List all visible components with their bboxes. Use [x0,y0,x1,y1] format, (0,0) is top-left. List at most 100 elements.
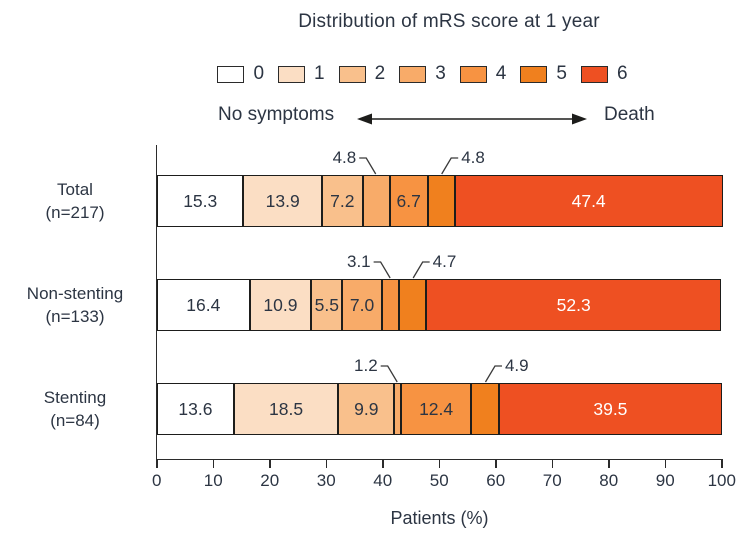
bar-segment-mrs-4 [381,279,400,331]
stacked-bar: 13.6 18.5 9.9 12.4 39.5 [157,383,722,435]
legend-swatch-mrs-0 [217,65,245,83]
segment-value-label: 7.0 [349,294,375,315]
segment-value-label: 52.3 [556,294,591,315]
callout-value-label: 4.8 [332,148,357,167]
x-tick [382,460,384,468]
stacked-bar: 16.4 10.9 5.5 7.0 52.3 [157,279,722,331]
legend-item: 4 [459,63,507,85]
legend-label: 1 [314,63,325,84]
x-tick-label: 0 [152,471,162,490]
x-tick [721,460,723,468]
legend-item: 6 [580,63,628,85]
callout-leader [359,157,377,175]
bar-segment-mrs-1 [243,175,322,227]
category-name: Stenting [43,388,107,407]
bar-segment-mrs-6 [425,279,722,331]
bar-segment-mrs-6 [454,175,723,227]
y-axis-line [155,145,157,459]
stacked-bar: 15.3 13.9 7.2 6.7 47.4 [157,175,723,227]
segment-value-label: 13.9 [265,190,300,211]
segment-value-label: 18.5 [269,398,304,419]
segment-value-label: 6.7 [396,190,421,211]
category-n: (n=133) [45,307,105,326]
segment-value-label: 7.2 [330,190,355,211]
x-tick [156,460,158,468]
double-arrow-icon [357,113,587,125]
category-n: (n=217) [45,203,105,222]
x-tick-label: 40 [373,471,393,490]
bar-segment-mrs-1 [249,279,312,331]
x-tick-label: 10 [203,471,223,490]
callout-leader [373,261,391,279]
x-tick-label: 90 [655,471,675,490]
legend-label: 6 [616,63,628,84]
legend-item: 0 [217,63,264,85]
chart-title: Distribution of mRS score at 1 year [298,11,600,32]
scale-right-label: Death [604,104,655,125]
segment-value-label: 12.4 [419,398,454,419]
legend-item: 3 [399,63,446,85]
category-name: Non-stenting [26,284,124,303]
legend-swatch-mrs-6 [580,65,608,83]
bar-segment-mrs-0 [157,383,234,435]
segment-value-label: 9.9 [354,398,379,419]
x-tick [551,460,554,468]
x-tick [212,460,215,468]
x-tick-label: 50 [429,471,449,490]
callout-value-label: 4.7 [432,252,457,271]
x-tick-label: 30 [316,471,336,490]
bar-segment-mrs-5 [427,175,455,227]
segment-value-label: 5.5 [314,294,339,315]
x-tick-label: 100 [707,471,736,490]
bar-segment-mrs-4 [389,175,428,227]
legend-swatch-mrs-3 [399,65,427,83]
category-name: Total [57,180,93,199]
callout-value-label: 4.9 [504,356,529,375]
legend-label: 2 [374,63,386,84]
legend-item: 1 [278,63,325,85]
segment-value-label: 16.4 [186,294,221,315]
bar-segment-mrs-3 [394,383,402,435]
callout-value-label: 3.1 [346,252,371,271]
legend-label: 5 [556,63,567,84]
bar-segment-mrs-6 [498,383,722,435]
bar-segment-mrs-3 [362,175,390,227]
legend-label: 4 [495,63,507,84]
callout-leader [380,365,398,383]
bar-segment-mrs-4 [401,383,472,435]
bar-segment-mrs-5 [399,279,426,331]
category-n: (n=84) [50,411,100,430]
legend-item: 2 [338,63,386,85]
legend-label: 0 [253,63,265,84]
legend-swatch-mrs-2 [338,65,366,83]
category-label: Non-stenting (n=133) [0,282,150,328]
callout-leader [441,157,459,175]
legend-swatch-mrs-1 [278,65,306,83]
bar-segment-mrs-5 [471,383,499,435]
category-label: Stenting (n=84) [0,386,150,432]
bar-segment-mrs-2 [311,279,343,331]
bar-segment-mrs-2 [321,175,363,227]
bar-segment-mrs-0 [157,279,250,331]
category-label: Total (n=217) [0,178,150,224]
legend-swatch-mrs-4 [459,65,487,83]
legend-label: 3 [435,63,446,84]
x-axis-title: Patients (%) [390,508,489,528]
segment-value-label: 15.3 [183,190,218,211]
x-tick [664,460,667,468]
callout-value-label: 4.8 [461,148,485,167]
x-tick [269,460,271,468]
legend-item: 5 [520,63,567,85]
x-tick [608,460,610,468]
legend: 0 1 2 3 4 5 6 [140,63,705,85]
legend-swatch-mrs-5 [520,65,548,83]
callout-leader [484,365,502,383]
x-tick-label: 20 [260,471,280,490]
bar-segment-mrs-2 [338,383,395,435]
x-tick [325,460,328,468]
callout-leader [412,261,430,279]
segment-value-label: 39.5 [593,398,628,419]
segment-value-label: 10.9 [263,294,298,315]
callout-value-label: 1.2 [354,356,378,375]
